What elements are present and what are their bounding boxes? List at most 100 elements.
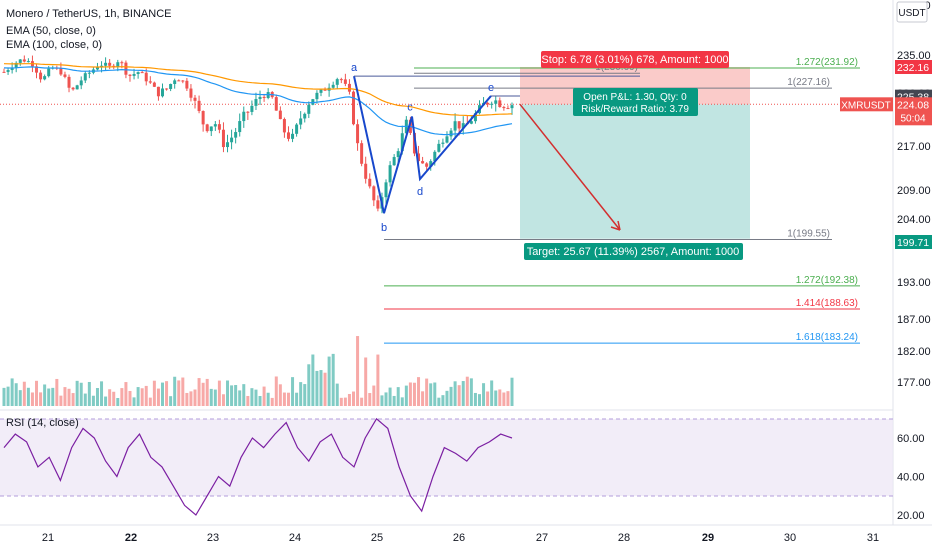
candle-body <box>14 62 18 68</box>
volume-bar <box>14 383 18 406</box>
candle-body <box>433 151 437 162</box>
volume-bar <box>384 392 388 406</box>
candle-body <box>347 83 351 92</box>
volume-bar <box>22 381 26 406</box>
volume-bar <box>291 377 295 406</box>
candle-body <box>230 137 234 143</box>
candle-body <box>165 88 169 90</box>
candle-body <box>494 100 498 104</box>
volume-bar <box>254 389 258 406</box>
volume-bar <box>266 392 270 406</box>
volume-bar <box>242 384 246 406</box>
candle-body <box>144 72 148 82</box>
candle-body <box>39 72 43 80</box>
candle-body <box>148 81 152 83</box>
volume-bar <box>429 383 433 406</box>
volume-bar <box>307 364 311 406</box>
pattern-point-label: a <box>351 62 358 74</box>
volume-bar <box>246 395 250 406</box>
candle-body <box>234 132 238 138</box>
volume-bar <box>169 396 173 406</box>
volume-bar <box>270 397 274 406</box>
candle-body <box>486 102 490 105</box>
volume-bar <box>376 354 380 406</box>
legend-ema50[interactable]: EMA (50, close, 0) <box>6 25 96 37</box>
candle-body <box>173 80 177 84</box>
candle-body <box>152 82 156 87</box>
candle-body <box>343 79 347 84</box>
target-label: Target: 25.67 (11.39%) 2567, Amount: 100… <box>527 246 740 258</box>
candle-body <box>71 87 75 90</box>
time-tick-label: 21 <box>42 532 54 544</box>
pattern-point-label: e <box>488 82 494 94</box>
moving-averages <box>3 63 513 136</box>
price-tick-label: 193.00 <box>897 277 931 289</box>
volume-bar <box>238 390 242 406</box>
volume-bar <box>388 387 392 406</box>
candle-body <box>22 59 26 62</box>
candle-body <box>258 96 262 100</box>
time-tick-label: 27 <box>536 532 548 544</box>
volume-bar <box>177 380 181 406</box>
time-tick-label: 28 <box>618 532 630 544</box>
candle-body <box>197 100 201 112</box>
volume-bar <box>498 389 502 406</box>
candle-body <box>83 73 87 81</box>
volume-bar <box>173 376 177 406</box>
volume-bar <box>453 381 457 406</box>
candle-body <box>299 118 303 125</box>
legend-rsi[interactable]: RSI (14, close) <box>6 417 79 429</box>
volume-bar <box>95 388 99 406</box>
candle-body <box>10 67 14 71</box>
volume-bar <box>421 391 425 406</box>
candle-body <box>136 72 140 75</box>
currency-box <box>896 1 928 23</box>
rr-label: Risk/Reward Ratio: 3.79 <box>581 104 689 115</box>
candle-body <box>242 111 246 122</box>
volume-bar <box>234 385 238 406</box>
volume-bar <box>408 382 412 406</box>
candle-body <box>510 105 514 109</box>
volume-bar <box>226 380 230 406</box>
candle-body <box>47 68 51 77</box>
rsi-tick-label: 40.00 <box>897 472 925 484</box>
legend-ema100[interactable]: EMA (100, close, 0) <box>6 39 102 51</box>
volume-bar <box>433 382 437 406</box>
volume-bar <box>286 392 290 406</box>
candle-body <box>282 119 286 133</box>
candle-body <box>201 111 205 125</box>
volume-bar <box>104 396 108 406</box>
candle-body <box>364 163 368 179</box>
target-label-box <box>524 243 743 260</box>
volume-bar <box>35 380 39 406</box>
volume-bar <box>404 385 408 406</box>
volume-bar <box>250 388 254 406</box>
volume-bar <box>445 390 449 406</box>
candle-body <box>87 72 91 74</box>
candle-body <box>457 121 461 129</box>
volume-bar <box>311 354 315 406</box>
candle-body <box>128 74 132 76</box>
candle-body <box>498 100 502 108</box>
legend-title: Monero / TetherUS, 1h, BINANCE <box>6 8 171 20</box>
fib-label: 1.272(231.92) <box>796 57 858 68</box>
volume-bar <box>39 392 43 406</box>
volume-bar <box>327 356 331 406</box>
candle-body <box>490 103 494 105</box>
candle-body <box>303 113 307 119</box>
candle-body <box>441 142 445 144</box>
ema100-label: EMA (100, close, 0) <box>6 39 102 51</box>
volume-bar <box>380 395 384 406</box>
candle-body <box>209 126 213 132</box>
candle-body <box>2 71 6 73</box>
volume-bar <box>299 382 303 406</box>
time-tick-label: 22 <box>125 532 137 544</box>
candle-body <box>156 86 160 97</box>
candle-body <box>311 99 315 105</box>
candle-body <box>356 124 360 144</box>
symbol-title: Monero / TetherUS, 1h, BINANCE <box>6 8 172 20</box>
ema100-line <box>3 63 513 117</box>
volume-bar <box>339 397 343 406</box>
